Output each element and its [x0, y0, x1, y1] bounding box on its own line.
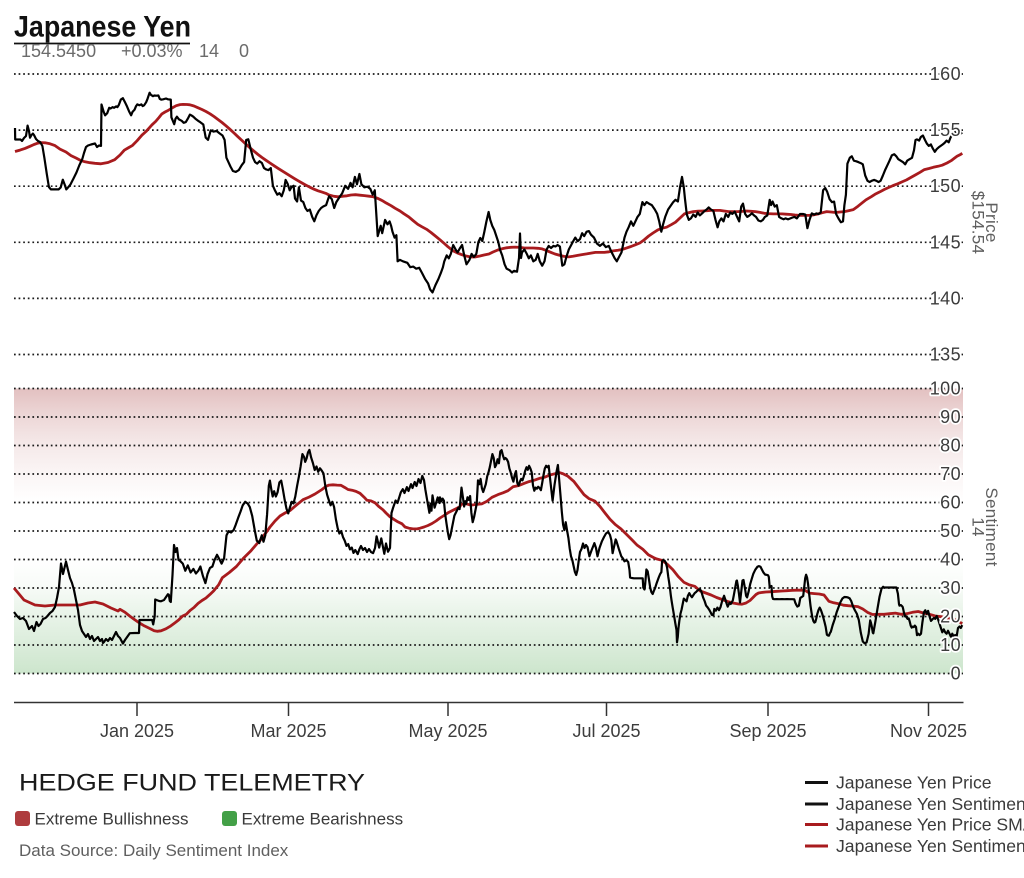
svg-text:May 2025: May 2025 — [408, 721, 487, 741]
svg-text:14: 14 — [199, 41, 219, 61]
svg-text:Japanese Yen Sentiment SMA: Japanese Yen Sentiment SMA — [836, 836, 1024, 856]
svg-text:HEDGE FUND TELEMETRY: HEDGE FUND TELEMETRY — [19, 770, 365, 797]
svg-text:Japanese Yen Sentiment: Japanese Yen Sentiment — [836, 794, 1024, 814]
svg-text:Data Source: Daily Sentiment I: Data Source: Daily Sentiment Index — [19, 841, 289, 860]
svg-text:100: 100 — [930, 379, 961, 399]
svg-text:0: 0 — [239, 41, 249, 61]
svg-text:0: 0 — [951, 664, 961, 684]
svg-text:50: 50 — [940, 521, 961, 541]
svg-text:Extreme Bullishness: Extreme Bullishness — [35, 810, 189, 829]
svg-text:40: 40 — [940, 550, 961, 570]
svg-text:135: 135 — [930, 345, 961, 365]
svg-text:Japanese Yen Price: Japanese Yen Price — [836, 773, 992, 793]
svg-text:Sep 2025: Sep 2025 — [729, 721, 806, 741]
svg-text:140: 140 — [930, 288, 961, 308]
svg-text:145: 145 — [930, 232, 961, 252]
svg-text:70: 70 — [940, 464, 961, 484]
svg-text:90: 90 — [940, 407, 961, 427]
svg-text:154.5450: 154.5450 — [21, 41, 96, 61]
svg-text:20: 20 — [940, 607, 961, 627]
svg-text:155: 155 — [930, 120, 961, 140]
svg-text:10: 10 — [940, 635, 961, 655]
svg-text:150: 150 — [930, 176, 961, 196]
svg-text:Sentiment: Sentiment — [982, 487, 1001, 566]
svg-text:14: 14 — [969, 517, 988, 537]
svg-text:80: 80 — [940, 436, 961, 456]
svg-text:Price: Price — [982, 202, 1001, 242]
svg-text:+0.03%: +0.03% — [121, 41, 183, 61]
svg-text:Japanese Yen: Japanese Yen — [14, 11, 191, 44]
svg-text:$154.54: $154.54 — [969, 191, 988, 255]
svg-text:Mar 2025: Mar 2025 — [250, 721, 326, 741]
svg-text:30: 30 — [940, 578, 961, 598]
svg-text:Jan 2025: Jan 2025 — [100, 721, 174, 741]
svg-text:60: 60 — [940, 493, 961, 513]
svg-text:Japanese Yen Price SMA: Japanese Yen Price SMA — [836, 815, 1024, 835]
svg-text:Nov 2025: Nov 2025 — [890, 721, 967, 741]
svg-text:Jul 2025: Jul 2025 — [572, 721, 640, 741]
svg-text:Extreme Bearishness: Extreme Bearishness — [242, 810, 404, 829]
svg-text:160: 160 — [930, 64, 961, 84]
